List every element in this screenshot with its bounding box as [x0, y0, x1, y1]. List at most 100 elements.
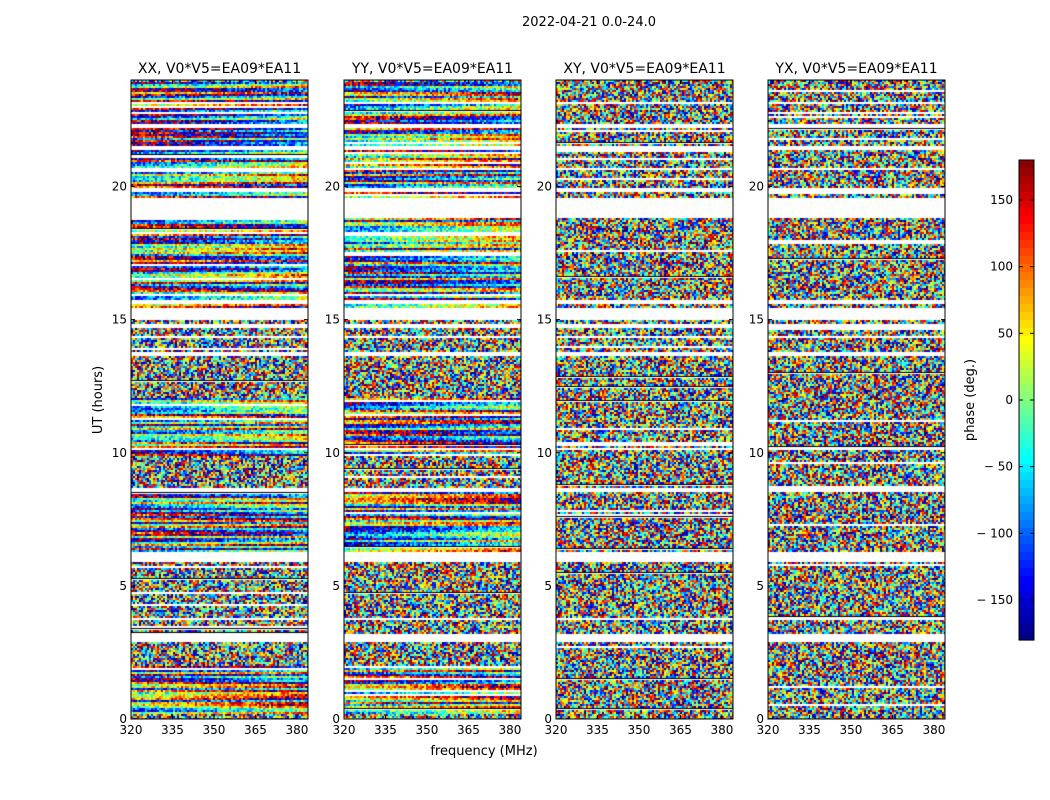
- x-tick-label: 335: [374, 723, 397, 737]
- colorbar-tick-label: 0: [1005, 393, 1013, 407]
- colorbar-segment: [1019, 264, 1034, 273]
- y-tick-label: 5: [756, 579, 764, 593]
- figure-suptitle: 2022-04-21 0.0-24.0: [522, 15, 656, 30]
- colorbar-tick-label: 50: [998, 326, 1013, 340]
- colorbar-segment: [1019, 624, 1034, 633]
- colorbar-segment: [1019, 336, 1034, 345]
- x-tick-label: 350: [628, 723, 651, 737]
- x-tick-label: 365: [669, 723, 692, 737]
- colorbar-segment: [1019, 520, 1034, 529]
- y-tick-label: 15: [325, 313, 340, 327]
- heatmap-canvas: [344, 80, 521, 719]
- colorbar-segment: [1019, 416, 1034, 425]
- colorbar-tick-label: 150: [990, 193, 1013, 207]
- x-tick-label: 320: [120, 723, 143, 737]
- colorbar-segment: [1019, 168, 1034, 177]
- colorbar-segment: [1019, 232, 1034, 241]
- x-tick-label: 380: [285, 723, 308, 737]
- y-axis-label: UT (hours): [91, 366, 106, 434]
- x-tick-label: 350: [840, 723, 863, 737]
- y-tick-label: 20: [537, 180, 552, 194]
- colorbar-segment: [1019, 208, 1034, 217]
- colorbar-segment: [1019, 288, 1034, 297]
- y-tick-label: 0: [544, 712, 552, 726]
- panel-title: XY, V0*V5=EA09*EA11: [563, 61, 725, 77]
- y-tick-label: 10: [537, 446, 552, 460]
- colorbar-segment: [1019, 600, 1034, 609]
- colorbar-segment: [1019, 328, 1034, 337]
- panel-yy: YY, V0*V5=EA09*EA11 320 335 350 365 380 0 5 10 15…: [325, 61, 522, 737]
- colorbar-segment: [1019, 400, 1034, 409]
- colorbar-segment: [1019, 192, 1034, 201]
- colorbar-segment: [1019, 384, 1034, 393]
- panel-xy: XY, V0*V5=EA09*EA11 320 335 350 365 380 0 5 10 15…: [537, 61, 734, 737]
- x-tick-label: 365: [244, 723, 267, 737]
- heatmap-yy: [344, 80, 521, 719]
- y-tick-label: 15: [537, 313, 552, 327]
- heatmap-yx: [768, 80, 945, 719]
- panel-frame: [130, 79, 309, 720]
- colorbar-segment: [1019, 464, 1034, 473]
- colorbar-segment: [1019, 312, 1034, 321]
- colorbar-segment: [1019, 160, 1034, 169]
- panel-frame: [555, 79, 734, 720]
- panel-title: YX, V0*V5=EA09*EA11: [774, 61, 937, 77]
- heatmap-xy: [556, 80, 733, 719]
- colorbar-segment: [1019, 320, 1034, 329]
- colorbar-segment: [1019, 304, 1034, 313]
- y-tick-label: 0: [119, 712, 127, 726]
- y-tick-label: 20: [112, 180, 127, 194]
- colorbar-segment: [1019, 560, 1034, 569]
- colorbar-segment: [1019, 592, 1034, 601]
- colorbar-tick-label: − 150: [976, 593, 1013, 607]
- colorbar-segment: [1019, 272, 1034, 281]
- colorbar-tick-label: − 50: [984, 460, 1013, 474]
- colorbar-segment: [1019, 432, 1034, 441]
- panel-frame: [343, 79, 522, 720]
- y-tick-label: 0: [332, 712, 340, 726]
- colorbar-segment: [1019, 296, 1034, 305]
- x-tick-label: 380: [922, 723, 945, 737]
- y-tick-label: 10: [749, 446, 764, 460]
- colorbar-segment: [1019, 408, 1034, 417]
- colorbar-segment: [1019, 344, 1034, 353]
- heatmap-xx: [131, 80, 308, 719]
- colorbar-segment: [1019, 368, 1034, 377]
- y-tick-label: 5: [332, 579, 340, 593]
- y-tick-label: 10: [112, 446, 127, 460]
- colorbar-segment: [1019, 280, 1034, 289]
- panel-frame: [767, 79, 946, 720]
- x-axis-label: frequency (MHz): [430, 744, 537, 759]
- y-tick-label: 15: [749, 313, 764, 327]
- x-tick-label: 335: [586, 723, 609, 737]
- colorbar-tick-label: 100: [990, 260, 1013, 274]
- heatmap-canvas: [768, 80, 945, 719]
- colorbar-segment: [1019, 536, 1034, 545]
- colorbar-segment: [1019, 456, 1034, 465]
- x-tick-label: 380: [498, 723, 521, 737]
- panel-title: XX, V0*V5=EA09*EA11: [138, 61, 301, 77]
- heatmap-canvas: [556, 80, 733, 719]
- x-tick-label: 350: [203, 723, 226, 737]
- y-tick-label: 20: [325, 180, 340, 194]
- y-tick-label: 10: [325, 446, 340, 460]
- colorbar-segment: [1019, 568, 1034, 577]
- panel-xx: XX, V0*V5=EA09*EA11 320 335 350 365 380 0 5 10 15…: [112, 61, 309, 737]
- y-tick-label: 0: [756, 712, 764, 726]
- colorbar-segment: [1019, 616, 1034, 625]
- colorbar-segment: [1019, 576, 1034, 585]
- colorbar-segment: [1019, 360, 1034, 369]
- colorbar-segment: [1019, 512, 1034, 521]
- x-tick-label: 335: [798, 723, 821, 737]
- colorbar-segment: [1019, 480, 1034, 489]
- colorbar-segment: [1019, 448, 1034, 457]
- x-tick-label: 365: [457, 723, 480, 737]
- colorbar-segment: [1019, 440, 1034, 449]
- colorbar-segment: [1019, 248, 1034, 257]
- colorbar-segment: [1019, 184, 1034, 193]
- colorbar-segment: [1019, 496, 1034, 505]
- colorbar-segment: [1019, 528, 1034, 537]
- colorbar-segment: [1019, 544, 1034, 553]
- colorbar-segment: [1019, 472, 1034, 481]
- x-tick-label: 350: [416, 723, 439, 737]
